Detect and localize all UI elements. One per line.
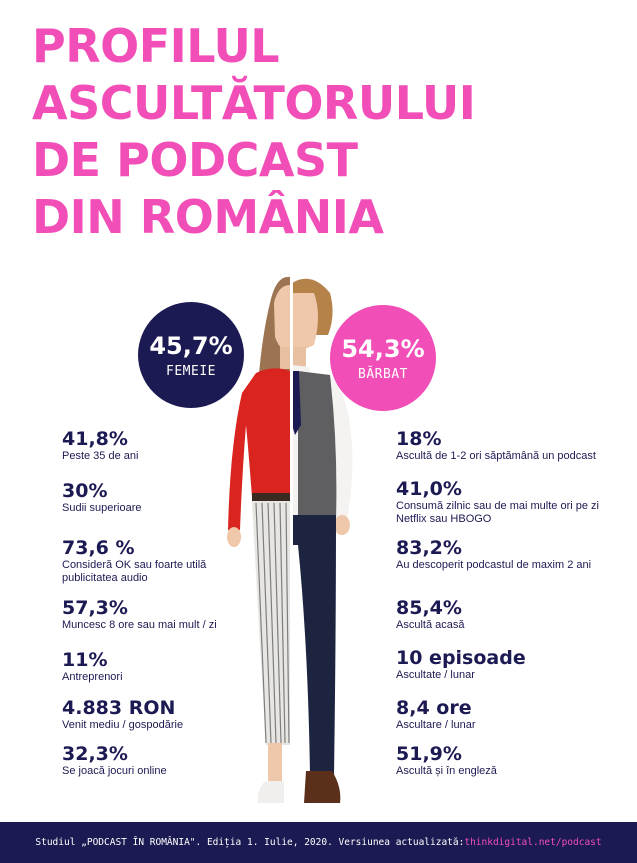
male-stat: 41,0% Consumă zilnic sau de mai multe or… bbox=[396, 478, 616, 526]
stat-value: 18% bbox=[396, 428, 442, 450]
female-stat: 57,3% Muncesc 8 ore sau mai mult / zi bbox=[62, 597, 232, 632]
female-stat: 73,6 % Consideră OK sau foarte utilă pub… bbox=[62, 537, 227, 585]
stat-value: 51,9% bbox=[396, 743, 462, 765]
male-stat: 18% Ascultă de 1-2 ori săptămână un podc… bbox=[396, 428, 616, 463]
stat-value: 4.883 RON bbox=[62, 697, 176, 719]
stat-description: Venit mediu / gospodărie bbox=[62, 719, 184, 731]
title-line: PROFILUL bbox=[32, 19, 280, 73]
female-stat: 30% Sudii superioare bbox=[62, 480, 232, 515]
stat-description: Ascultare / lunar bbox=[396, 719, 476, 731]
center-divider bbox=[290, 272, 293, 812]
male-stat: 85,4% Ascultă acasă bbox=[396, 597, 616, 632]
stat-value: 83,2% bbox=[396, 537, 462, 559]
footer-link[interactable]: thinkdigital.net/podcast bbox=[464, 837, 602, 848]
stat-value: 11% bbox=[62, 649, 108, 671]
page-title: PROFILUL ASCULTĂTORULUI DE PODCAST DIN R… bbox=[32, 18, 476, 246]
male-stat: 10 episoade Ascultate / lunar bbox=[396, 647, 616, 682]
female-stat: 41,8% Peste 35 de ani bbox=[62, 428, 232, 463]
stat-value: 57,3% bbox=[62, 597, 128, 619]
male-share-badge: 54,3% BĂRBAT bbox=[330, 305, 436, 411]
stat-value: 10 episoade bbox=[396, 647, 526, 669]
stat-description: Antreprenori bbox=[62, 671, 123, 683]
stat-description: Peste 35 de ani bbox=[62, 450, 139, 462]
male-stat: 51,9% Ascultă și în engleză bbox=[396, 743, 616, 778]
stat-description: Sudii superioare bbox=[62, 502, 142, 514]
man-photo bbox=[292, 275, 432, 815]
stat-value: 41,0% bbox=[396, 478, 462, 500]
stat-value: 73,6 % bbox=[62, 537, 135, 559]
male-stat: 83,2% Au descoperit podcastul de maxim 2… bbox=[396, 537, 616, 572]
footer-bar: Studiul „PODCAST ÎN ROMÂNIA". Ediția 1. … bbox=[0, 822, 637, 863]
stat-value: 85,4% bbox=[396, 597, 462, 619]
female-share-badge: 45,7% FEMEIE bbox=[138, 302, 244, 408]
female-stat: 32,3% Se joacă jocuri online bbox=[62, 743, 232, 778]
stat-value: 8,4 ore bbox=[396, 697, 472, 719]
stat-description: Ascultă acasă bbox=[396, 619, 465, 631]
title-line: DIN ROMÂNIA bbox=[32, 190, 384, 244]
female-percent: 45,7% bbox=[149, 331, 233, 360]
stat-description: Au descoperit podcastul de maxim 2 ani bbox=[396, 559, 592, 571]
title-line: DE PODCAST bbox=[32, 133, 358, 187]
stat-value: 41,8% bbox=[62, 428, 128, 450]
footer-text: Studiul „PODCAST ÎN ROMÂNIA". Ediția 1. … bbox=[35, 837, 465, 848]
stat-value: 30% bbox=[62, 480, 108, 502]
woman-photo bbox=[218, 275, 358, 815]
stat-value: 32,3% bbox=[62, 743, 128, 765]
female-stat: 11% Antreprenori bbox=[62, 649, 232, 684]
stat-description: Ascultă de 1-2 ori săptămână un podcast bbox=[396, 450, 596, 462]
title-line: ASCULTĂTORULUI bbox=[32, 76, 476, 130]
stat-description: Ascultate / lunar bbox=[396, 669, 475, 681]
stat-description: Consideră OK sau foarte utilă publicitat… bbox=[62, 559, 207, 584]
stat-description: Ascultă și în engleză bbox=[396, 765, 497, 777]
female-label: FEMEIE bbox=[166, 363, 216, 379]
stat-description: Se joacă jocuri online bbox=[62, 765, 167, 777]
stat-description: Muncesc 8 ore sau mai mult / zi bbox=[62, 619, 217, 631]
male-label: BĂRBAT bbox=[358, 366, 408, 382]
stat-description: Consumă zilnic sau de mai multe ori pe z… bbox=[396, 500, 599, 525]
female-stat: 4.883 RON Venit mediu / gospodărie bbox=[62, 697, 232, 732]
male-percent: 54,3% bbox=[341, 334, 425, 363]
male-stat: 8,4 ore Ascultare / lunar bbox=[396, 697, 616, 732]
